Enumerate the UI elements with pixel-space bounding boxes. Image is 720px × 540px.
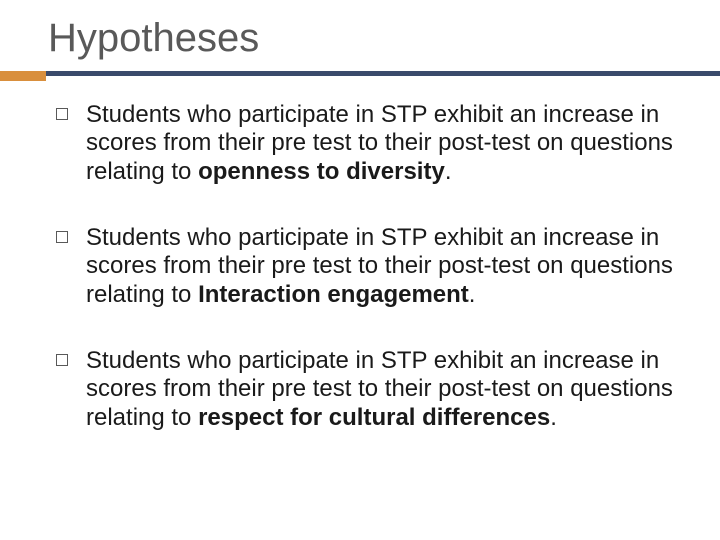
bullet-post: . (445, 158, 452, 185)
square-bullet-icon (56, 354, 68, 366)
bullet-bold: respect for cultural differences (198, 404, 550, 431)
bullet-bold: Interaction engagement (198, 281, 469, 308)
bullet-post: . (550, 404, 557, 431)
bullet-text: Students who participate in STP exhibit … (86, 347, 692, 432)
bullet-item: Students who participate in STP exhibit … (56, 347, 692, 432)
bullet-item: Students who participate in STP exhibit … (56, 101, 692, 186)
square-bullet-icon (56, 231, 68, 243)
bullet-bold: openness to diversity (198, 158, 445, 185)
square-bullet-icon (56, 108, 68, 120)
bullet-text: Students who participate in STP exhibit … (86, 101, 692, 186)
title-rule (0, 71, 720, 77)
bullet-text: Students who participate in STP exhibit … (86, 224, 692, 309)
title-rule-accent (0, 71, 46, 81)
bullet-post: . (469, 281, 476, 308)
bullet-item: Students who participate in STP exhibit … (56, 224, 692, 309)
slide-body: Students who participate in STP exhibit … (0, 77, 720, 432)
slide-title: Hypotheses (0, 0, 720, 71)
slide: { "title": "Hypotheses", "colors": { "ti… (0, 0, 720, 540)
title-rule-line (0, 71, 720, 76)
